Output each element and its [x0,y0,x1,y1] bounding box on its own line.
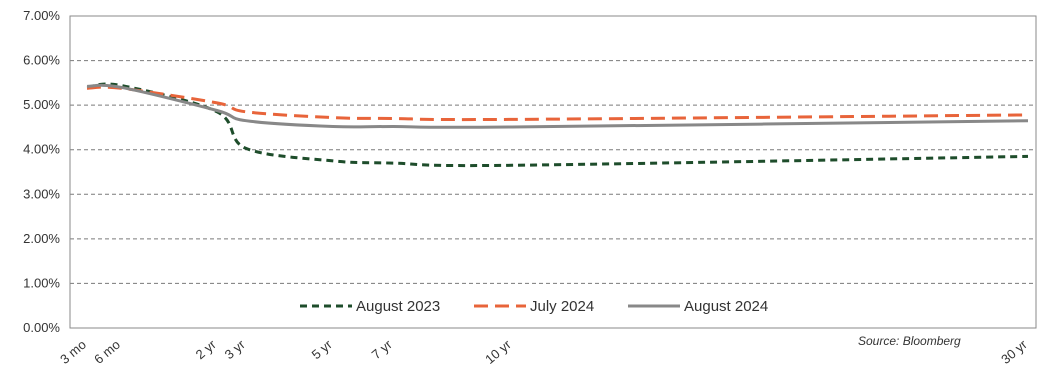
legend: August 2023 July 2024 August 2024 [300,298,768,315]
x-tick-label: 2 yr [193,336,220,362]
y-tick-label: 4.00% [23,142,60,157]
series-line-august-2024 [86,83,1029,129]
y-tick-label: 7.00% [23,8,60,23]
x-tick-label: 6 mo [91,337,123,367]
plot-frame [69,15,1037,329]
legend-label: August 2023 [356,298,440,315]
series-line-august-2023 [86,82,1029,168]
y-axis-ticks: 0.00% 1.00% 2.00% 3.00% 4.00% 5.00% 6.00% 7.00% [23,8,60,335]
series-line-july-2024 [86,85,1029,122]
y-tick-label: 6.00% [23,53,60,68]
source-note: Source: Bloomberg [858,334,961,348]
gridlines [70,60,1036,284]
series-lines [86,82,1029,168]
y-tick-label: 1.00% [23,275,60,290]
legend-label: August 2024 [684,298,768,315]
y-tick-label: 0.00% [23,320,60,335]
y-tick-label: 2.00% [23,231,60,246]
y-tick-label: 5.00% [23,97,60,112]
x-tick-label: 5 yr [309,336,336,362]
x-tick-label: 10 yr [482,336,514,366]
x-tick-label: 3 mo [57,337,89,367]
x-tick-label: 30 yr [998,336,1030,366]
legend-label: July 2024 [530,298,594,315]
x-tick-label: 7 yr [369,336,396,362]
x-tick-label: 3 yr [222,336,249,362]
y-tick-label: 3.00% [23,186,60,201]
